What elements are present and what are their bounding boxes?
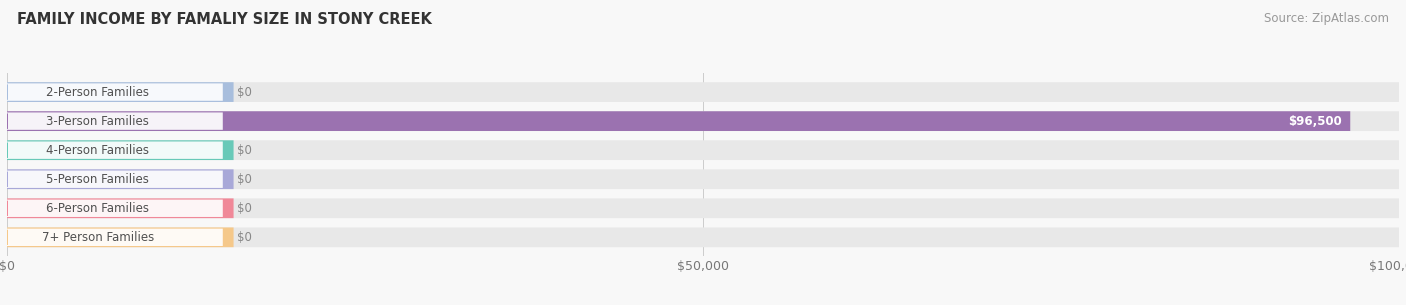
PathPatch shape — [7, 228, 1399, 247]
Text: 4-Person Families: 4-Person Families — [46, 144, 149, 157]
PathPatch shape — [7, 169, 1399, 189]
Text: 6-Person Families: 6-Person Families — [46, 202, 149, 215]
PathPatch shape — [7, 198, 233, 218]
Text: 2-Person Families: 2-Person Families — [46, 86, 149, 99]
PathPatch shape — [7, 82, 1399, 102]
Text: $0: $0 — [236, 173, 252, 186]
Text: Source: ZipAtlas.com: Source: ZipAtlas.com — [1264, 12, 1389, 25]
Text: 5-Person Families: 5-Person Families — [46, 173, 149, 186]
PathPatch shape — [7, 229, 222, 246]
PathPatch shape — [7, 113, 222, 130]
Text: $0: $0 — [236, 202, 252, 215]
PathPatch shape — [7, 228, 233, 247]
PathPatch shape — [7, 83, 222, 101]
Text: $0: $0 — [236, 86, 252, 99]
PathPatch shape — [7, 169, 233, 189]
PathPatch shape — [7, 140, 1399, 160]
Text: 3-Person Families: 3-Person Families — [46, 115, 149, 127]
Text: FAMILY INCOME BY FAMALIY SIZE IN STONY CREEK: FAMILY INCOME BY FAMALIY SIZE IN STONY C… — [17, 12, 432, 27]
PathPatch shape — [7, 170, 222, 188]
Text: $96,500: $96,500 — [1288, 115, 1341, 127]
PathPatch shape — [7, 198, 1399, 218]
PathPatch shape — [7, 142, 222, 159]
Text: 7+ Person Families: 7+ Person Families — [42, 231, 153, 244]
PathPatch shape — [7, 111, 1399, 131]
PathPatch shape — [7, 140, 233, 160]
PathPatch shape — [7, 82, 233, 102]
PathPatch shape — [7, 111, 1350, 131]
Text: $0: $0 — [236, 231, 252, 244]
PathPatch shape — [7, 199, 222, 217]
Text: $0: $0 — [236, 144, 252, 157]
